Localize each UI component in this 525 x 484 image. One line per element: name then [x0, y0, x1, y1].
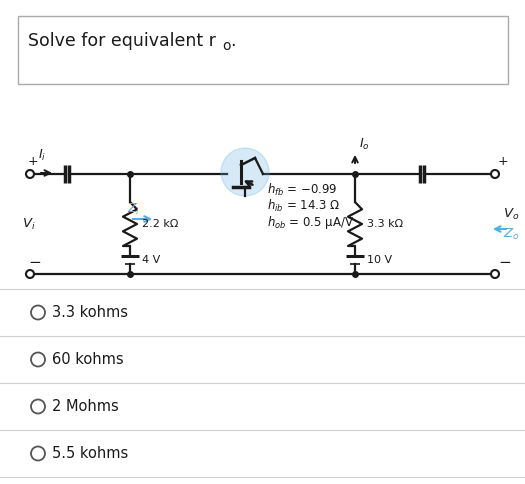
Text: 4 V: 4 V [142, 255, 160, 265]
Circle shape [221, 148, 269, 196]
Text: $I_o$: $I_o$ [359, 137, 370, 152]
Text: +: + [28, 155, 39, 168]
Text: 2.2 kΩ: 2.2 kΩ [142, 219, 178, 229]
Text: $V_o$: $V_o$ [503, 207, 519, 222]
Text: 3.3 kohms: 3.3 kohms [52, 305, 128, 320]
Circle shape [491, 170, 499, 178]
Text: $h_{ib}$ = 14.3 Ω: $h_{ib}$ = 14.3 Ω [267, 198, 340, 214]
Text: 5.5 kohms: 5.5 kohms [52, 446, 128, 461]
Circle shape [26, 270, 34, 278]
Text: $I_i$: $I_i$ [38, 148, 46, 163]
Text: $Z_o$: $Z_o$ [503, 227, 520, 242]
Text: 10 V: 10 V [367, 255, 392, 265]
Text: o: o [222, 39, 230, 53]
Text: 60 kohms: 60 kohms [52, 352, 123, 367]
FancyBboxPatch shape [18, 16, 508, 84]
Text: $V_i$: $V_i$ [22, 216, 36, 231]
Text: $h_{fb}$ = −0.99: $h_{fb}$ = −0.99 [267, 182, 338, 198]
Text: $h_{ob}$ = 0.5 μA/V: $h_{ob}$ = 0.5 μA/V [267, 214, 354, 231]
Text: Solve for equivalent r: Solve for equivalent r [28, 32, 216, 50]
Text: −: − [498, 255, 511, 270]
Text: 3.3 kΩ: 3.3 kΩ [367, 219, 403, 229]
Text: $Z_i$: $Z_i$ [127, 202, 140, 217]
Circle shape [26, 170, 34, 178]
Circle shape [491, 270, 499, 278]
Text: .: . [230, 32, 236, 50]
Text: +: + [498, 155, 509, 168]
Text: −: − [28, 255, 41, 270]
Text: 2 Mohms: 2 Mohms [52, 399, 119, 414]
